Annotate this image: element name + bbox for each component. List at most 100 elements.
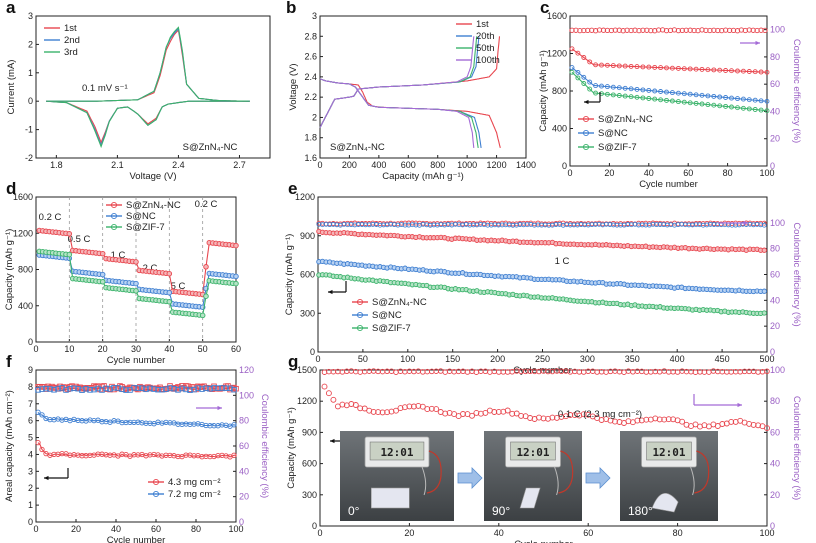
capacity-point: [675, 99, 681, 105]
legend-marker: [152, 478, 160, 486]
x-tick-label: 1000: [457, 160, 477, 170]
capacity-point: [581, 74, 587, 80]
capacity-point: [717, 94, 723, 100]
cv-curve-3rd-ox: [46, 26, 250, 102]
timer-screen: [510, 441, 556, 461]
bend-angle-label: 180°: [628, 504, 653, 518]
capacity-point: [758, 98, 764, 104]
legend-marker: [582, 115, 590, 123]
ce-point: [147, 385, 153, 392]
ce-point: [321, 369, 328, 375]
plot-frame: [319, 15, 527, 159]
x-axis-label: Capacity (mAh g⁻¹): [382, 171, 464, 182]
y2-tick-label: 0: [770, 347, 775, 357]
capacity-point: [433, 406, 440, 413]
capacity-point: [640, 95, 646, 101]
capacity-point: [699, 101, 705, 107]
rate-point: [66, 251, 73, 258]
ce-point: [135, 385, 141, 391]
sample-annotation: S@ZnN₄-NC: [330, 142, 385, 153]
capacity-point: [752, 97, 758, 103]
scan-rate-annotation: 0.1 mV s⁻¹: [82, 83, 128, 94]
x-tick-label: 60: [231, 344, 241, 354]
y-tick-label: 3: [28, 11, 33, 21]
ce-point: [207, 386, 213, 392]
capacity-point: [442, 410, 449, 417]
panel-label-e: e: [288, 179, 297, 198]
y2-axis-label: Coulombic efficiency (%): [791, 39, 802, 143]
ce-point: [581, 27, 587, 34]
ce-point: [39, 386, 45, 392]
panel-label-d: d: [6, 179, 16, 198]
rate-label: 0.5 C: [68, 234, 91, 245]
white-wire: [554, 466, 559, 496]
legend-label: S@ZnN₄-NC: [372, 297, 427, 308]
capacity-point: [628, 86, 634, 92]
y-tick-label: 400: [18, 301, 33, 311]
capacity-point: [646, 64, 652, 70]
legend-marker: [110, 223, 118, 231]
legend-label: 2nd: [64, 35, 80, 46]
ce-point: [187, 387, 193, 393]
pouch-cell: [519, 487, 541, 509]
capacity-point: [746, 106, 752, 112]
capacity-axis-arrow: [330, 438, 335, 444]
ce-point: [437, 368, 444, 374]
capacity-point: [491, 409, 498, 415]
legend-label: S@NC: [372, 310, 402, 321]
x-tick-label: 20: [604, 168, 614, 178]
capacity-point: [735, 68, 740, 74]
y2-tick-label: 100: [770, 218, 785, 228]
y2-tick-label: 40: [770, 459, 780, 469]
y-tick-label: 1200: [295, 192, 315, 202]
x-tick-label: 60: [151, 524, 161, 534]
areal-point: [35, 409, 41, 415]
ce-axis-arrow: [755, 40, 760, 46]
panel-c: c0 20 40 60 80 100040080012001600020406080100…: [538, 0, 802, 190]
timer-display: 12:01: [380, 446, 413, 459]
capacity-point: [634, 94, 640, 100]
capacity-point: [687, 100, 693, 106]
y-axis-label: Capacity (mAh g⁻¹): [286, 407, 297, 489]
x-tick-label: 60: [583, 528, 593, 538]
ce-point: [393, 369, 399, 375]
y-tick-label: 2: [28, 39, 33, 49]
capacity-point: [339, 401, 346, 408]
capacity-point: [540, 415, 547, 422]
y-tick-label: 800: [552, 86, 567, 96]
capacity-point: [397, 405, 404, 412]
legend-label: S@NC: [598, 128, 628, 139]
capacity-point: [569, 69, 575, 75]
bend-angle-label: 0°: [348, 504, 360, 518]
panel-label-g: g: [288, 352, 298, 371]
gcd-curve-100th-dis: [319, 78, 475, 148]
ce-point: [715, 27, 721, 34]
y-tick-label: 1.8: [304, 133, 317, 143]
x-tick-label: 0: [317, 160, 322, 170]
legend-label: S@ZIF-7: [598, 142, 637, 153]
ce-point: [223, 385, 229, 391]
ce-point: [47, 386, 53, 392]
ce-point: [103, 385, 109, 392]
x-tick-label: 40: [164, 344, 174, 354]
capacity-point: [652, 64, 658, 70]
ce-point: [107, 386, 113, 392]
capacity-point: [681, 91, 687, 97]
x-tick-label: 40: [111, 524, 121, 534]
capacity-point: [711, 93, 717, 99]
ce-point: [607, 222, 613, 227]
capacity-point: [658, 65, 664, 71]
y2-tick-label: 60: [770, 427, 780, 437]
y-tick-label: 2: [312, 112, 317, 122]
capacity-point: [616, 85, 622, 91]
legend-marker: [356, 324, 364, 332]
x-tick-label: 300: [580, 354, 595, 364]
capacity-point: [729, 104, 734, 110]
capacity-point: [728, 418, 735, 425]
capacity-point: [616, 93, 622, 98]
ce-point: [199, 386, 205, 392]
capacity-point: [681, 66, 687, 72]
capacity-point: [764, 69, 770, 75]
capacity-point: [719, 421, 726, 427]
capacity-point: [604, 62, 610, 68]
